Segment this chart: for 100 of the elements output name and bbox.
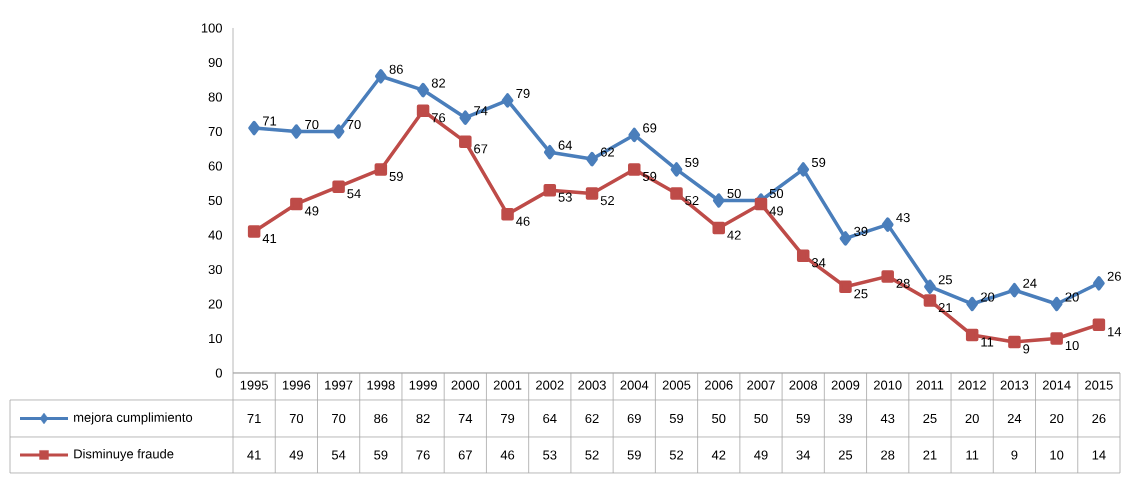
- annotation: 41: [262, 234, 277, 243]
- point: [247, 225, 261, 238]
- y-tick-label: 50: [208, 195, 222, 206]
- point: [628, 163, 641, 176]
- y-tick-label: 20: [208, 299, 222, 309]
- data-label: 71: [247, 414, 261, 423]
- point: [543, 144, 556, 160]
- point: [796, 249, 810, 262]
- point: [501, 93, 514, 108]
- annotation: 25: [938, 275, 952, 285]
- x-tick-label: 1997: [325, 380, 353, 390]
- y-tick-label: 80: [208, 92, 222, 102]
- data-label: 59: [669, 413, 684, 424]
- annotation: 49: [769, 206, 783, 216]
- data-label: 64: [543, 413, 557, 424]
- data-label: 52: [585, 450, 599, 460]
- data-label: 86: [374, 413, 388, 424]
- point: [754, 197, 768, 211]
- point: [923, 294, 937, 307]
- data-label: 70: [332, 413, 346, 424]
- point: [459, 110, 472, 125]
- data-label: 28: [881, 450, 895, 460]
- annotation: 14: [1108, 327, 1122, 337]
- annotation: 25: [854, 289, 868, 299]
- point: [1092, 318, 1106, 331]
- point: [248, 120, 260, 136]
- point: [1093, 276, 1105, 291]
- point: [966, 296, 979, 312]
- annotation: 69: [643, 123, 657, 133]
- annotation: 59: [811, 157, 826, 168]
- data-label: 79: [501, 413, 515, 424]
- data-label: 67: [458, 450, 472, 460]
- point: [374, 163, 388, 176]
- x-tick-label: 2006: [705, 380, 733, 390]
- point: [290, 197, 303, 211]
- data-label: 20: [965, 413, 979, 424]
- x-tick-label: 2009: [831, 380, 860, 390]
- point: [332, 180, 345, 193]
- x-tick-label: 2013: [1000, 380, 1029, 390]
- annotation: 59: [389, 171, 403, 182]
- x-tick-label: 1998: [367, 380, 395, 390]
- data-label: 54: [331, 450, 346, 460]
- data-label: 59: [627, 450, 641, 460]
- y-tick-label: 70: [208, 126, 222, 137]
- data-label: 70: [289, 413, 304, 424]
- annotation: 70: [305, 119, 319, 130]
- point: [416, 104, 430, 118]
- data-label: 9: [1011, 450, 1018, 460]
- data-label: 11: [966, 450, 979, 460]
- data-label: 14: [1092, 450, 1106, 460]
- data-label: 59: [796, 413, 810, 424]
- point: [585, 187, 599, 200]
- point: [839, 280, 852, 293]
- data-label: 49: [289, 450, 303, 460]
- point: [586, 151, 598, 167]
- point: [374, 69, 387, 84]
- x-tick-label: 2001: [493, 380, 522, 390]
- annotation: 70: [347, 119, 361, 130]
- point: [924, 279, 936, 294]
- annotation: 20: [1065, 292, 1079, 302]
- point: [670, 162, 683, 177]
- annotation: 64: [558, 140, 573, 150]
- annotation: 86: [389, 64, 403, 74]
- point: [712, 193, 725, 208]
- data-label: 49: [754, 450, 768, 460]
- point: [459, 135, 472, 149]
- annotation: 42: [727, 230, 741, 240]
- data-label: 39: [838, 413, 853, 424]
- annotation: 26: [1107, 271, 1121, 281]
- y-tick-label: 10: [209, 333, 222, 344]
- annotation: 43: [896, 213, 910, 223]
- annotation: 79: [516, 88, 530, 99]
- x-tick-label: 1996: [282, 380, 311, 390]
- y-tick-label: 30: [208, 264, 222, 275]
- x-tick-label: 2015: [1085, 380, 1113, 390]
- data-label: 26: [1092, 413, 1106, 424]
- point: [881, 217, 894, 232]
- annotation: 71: [263, 116, 277, 126]
- annotation: 10: [1065, 340, 1079, 351]
- annotation: 52: [685, 196, 699, 206]
- point: [965, 328, 979, 342]
- x-tick-label: 2010: [873, 380, 902, 390]
- point: [839, 231, 852, 246]
- data-label: 82: [416, 413, 430, 424]
- annotation: 39: [854, 226, 868, 237]
- point: [797, 162, 810, 177]
- annotation: 49: [304, 206, 319, 216]
- legend-label: mejora cumplimiento: [74, 412, 193, 425]
- point: [501, 208, 514, 221]
- point: [881, 270, 894, 283]
- x-tick-label: 2008: [789, 380, 818, 390]
- data-label: 69: [627, 413, 641, 424]
- data-label: 25: [838, 450, 853, 460]
- y-tick-label: 100: [201, 23, 222, 33]
- annotation: 50: [769, 188, 784, 199]
- data-label: 34: [796, 450, 811, 460]
- point: [332, 124, 345, 139]
- data-label: 76: [416, 450, 430, 460]
- data-label: 74: [458, 414, 473, 423]
- x-tick-label: 2011: [916, 380, 944, 390]
